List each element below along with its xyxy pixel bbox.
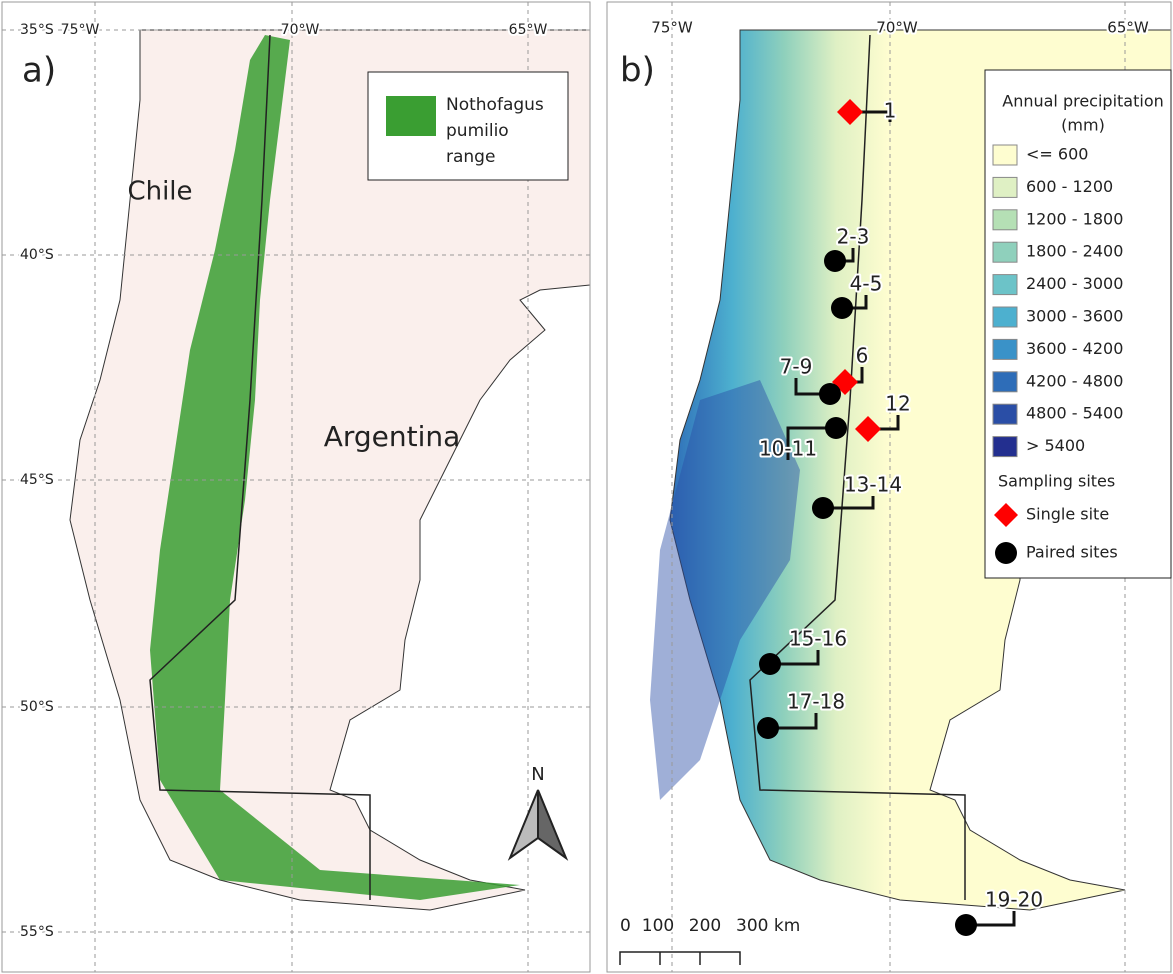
figure: 35°S 40°S 45°S 50°S 55°S 75°W 70°W 65°W a) Chile A… [0,0,1173,974]
legend-label: 3600 - 4200 [1026,339,1123,358]
paired-site [759,653,781,675]
legend-label: pumilio [446,121,509,141]
scale-label: 100 [642,916,674,936]
legend-swatch [993,210,1017,230]
legend-swatch [993,242,1017,262]
site-label: 10-11 [759,437,817,461]
lon-label: 75°W [61,22,100,38]
site-label: 13-14 [844,473,902,497]
panel-label: a) [22,51,56,91]
paired-site [812,497,834,519]
site-label: 6 [856,344,869,368]
legend-label: 4200 - 4800 [1026,371,1123,390]
legend-swatch [993,372,1017,392]
paired-site [819,383,841,405]
lat-label: 45°S [20,472,54,488]
paired-site [825,417,847,439]
legend-label: > 5400 [1026,436,1085,455]
paired-site [824,250,846,272]
legend-label: range [446,147,495,167]
country-label: Argentina [324,420,461,453]
legend-title: (mm) [1061,116,1105,135]
lon-label: 65°W [1107,19,1149,37]
legend-swatch [993,275,1017,295]
legend-label: Nothofagus [446,95,544,115]
paired-site [757,717,779,739]
legend-swatch [993,145,1017,165]
scale-label: 300 km [736,916,800,936]
site-label: 19-20 [985,888,1043,912]
legend-subtitle: Sampling sites [998,472,1115,491]
lon-label: 75°W [651,19,693,37]
lat-label: 55°S [20,924,54,940]
legend-label: 1200 - 1800 [1026,209,1123,228]
site-label: 17-18 [787,690,845,714]
legend-label: 2400 - 3000 [1026,274,1123,293]
site-label: 12 [885,392,910,416]
legend-swatch [993,177,1017,197]
lon-label: 70°W [281,22,320,38]
legend-label: 1800 - 2400 [1026,242,1123,261]
paired-site [955,914,977,936]
site-label: 15-16 [789,627,847,651]
lat-label: 40°S [20,247,54,263]
country-label: Chile [127,177,192,207]
lon-label: 70°W [876,19,918,37]
legend-swatch [386,96,436,136]
legend-label: Single site [1026,505,1109,524]
legend-label: Paired sites [1026,543,1118,562]
paired-site [831,297,853,319]
legend-swatch [993,404,1017,424]
legend-swatch [993,339,1017,359]
site-label: 1 [884,99,897,123]
site-label: 2-3 [837,225,870,249]
scale-label: 200 [689,916,721,936]
legend-label: 4800 - 5400 [1026,404,1123,423]
legend-label: 600 - 1200 [1026,177,1113,196]
north-label: N [531,764,544,785]
lat-label: 50°S [20,699,54,715]
legend-swatch [993,437,1017,457]
site-label: 4-5 [850,272,883,296]
site-label: 7-9 [780,355,813,379]
legend-swatch [993,307,1017,327]
panel-label: b) [620,51,655,91]
page: 35°S 40°S 45°S 50°S 55°S 75°W 70°W 65°W a) Chile A… [0,0,1173,974]
lat-label: 35°S [20,22,54,38]
scale-label: 0 [620,916,631,936]
legend-label: 3000 - 3600 [1026,307,1123,326]
legend-title: Annual precipitation [1002,92,1164,111]
lon-label: 65°W [509,22,548,38]
legend-paired [995,542,1017,564]
legend-label: <= 600 [1026,145,1088,164]
